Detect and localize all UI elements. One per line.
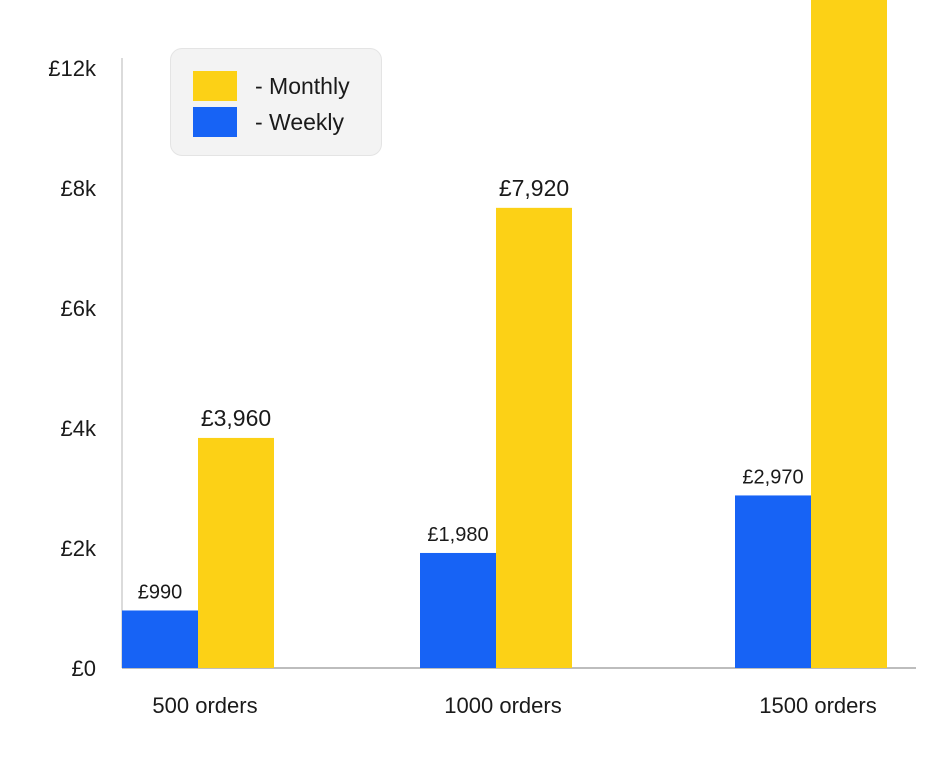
legend-swatch-monthly (193, 71, 237, 101)
bar-monthly (198, 437, 274, 668)
x-tick-label: 500 orders (152, 693, 257, 718)
bar-value-label: £1,980 (427, 524, 488, 546)
legend-item-weekly: - Weekly (193, 107, 344, 137)
legend-swatch-weekly (193, 107, 237, 137)
x-tick-label: 1000 orders (444, 693, 561, 718)
bar-value-label: £2,970 (742, 466, 803, 488)
y-tick-label: £2k (61, 536, 97, 561)
bar-value-label: £3,960 (201, 405, 271, 431)
bar-weekly (735, 495, 811, 668)
bar-labels: £990£1,980£2,970£3,960£7,920£11,880 (138, 175, 804, 604)
bar-weekly (122, 610, 198, 668)
y-tick-label: £6k (61, 296, 97, 321)
legend: - Monthly - Weekly (170, 48, 382, 156)
y-tick-label: £0 (72, 656, 96, 681)
bar-weekly (420, 552, 496, 668)
bar-monthly (496, 207, 572, 668)
x-axis: 500 orders 1000 orders 1500 orders (122, 667, 916, 718)
y-tick-label: £4k (61, 416, 97, 441)
legend-item-monthly: - Monthly (193, 71, 350, 101)
y-axis: £0 £2k £4k £6k £8k £12k (48, 56, 123, 681)
bar-value-label: £7,920 (499, 175, 569, 201)
legend-label-monthly: - Monthly (255, 72, 350, 99)
y-tick-label: £12k (48, 56, 97, 81)
x-tick-label: 1500 orders (759, 693, 876, 718)
bars (122, 0, 887, 669)
bar-value-label: £990 (138, 581, 183, 603)
legend-label-weekly: - Weekly (255, 108, 345, 135)
y-tick-label: £8k (61, 176, 97, 201)
bar-monthly (811, 0, 887, 669)
